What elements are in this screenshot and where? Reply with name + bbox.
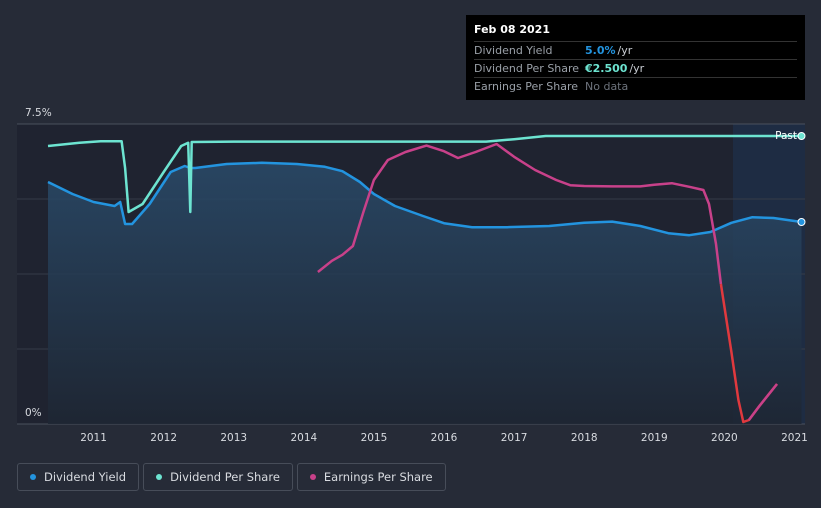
tooltip-row-earnings-per-share: Earnings Per Share No data xyxy=(474,78,797,95)
x-tick-label: 2014 xyxy=(290,432,317,444)
x-tick-label: 2018 xyxy=(571,432,598,444)
tooltip-label: Dividend Yield xyxy=(474,44,553,57)
dividend-yield-line xyxy=(47,161,802,237)
x-tick-label: 2015 xyxy=(361,432,388,444)
dividend-per-share-line xyxy=(47,134,802,214)
y-tick-label-bottom: 0% xyxy=(25,407,42,419)
y-tick-label-top: 7.5% xyxy=(25,107,52,119)
chart-legend: Dividend Yield Dividend Per Share Earnin… xyxy=(17,463,446,491)
tooltip-label: Dividend Per Share xyxy=(474,62,580,75)
x-tick-label: 2019 xyxy=(641,432,668,444)
data-tooltip: Feb 08 2021 Dividend Yield 5.0% /yr Divi… xyxy=(466,15,805,100)
x-tick-label: 2011 xyxy=(80,432,107,444)
legend-dot-icon xyxy=(309,474,316,480)
x-tick-label: 2016 xyxy=(431,432,458,444)
tooltip-value: €2.500 xyxy=(585,62,628,75)
tooltip-unit: /yr xyxy=(617,44,633,57)
legend-label: Dividend Yield xyxy=(44,470,127,484)
dividend-yield-end-dot xyxy=(797,218,806,226)
legend-dot-icon xyxy=(30,474,36,480)
legend-label: Dividend Per Share xyxy=(170,470,280,484)
dividend-yield-area xyxy=(48,162,802,425)
earnings-per-share-line xyxy=(317,142,723,285)
tooltip-row-dividend-yield: Dividend Yield 5.0% /yr xyxy=(474,42,797,60)
x-tick-label: 2012 xyxy=(150,432,177,444)
x-tick-label: 2021 xyxy=(781,432,808,444)
legend-label: Earnings Per Share xyxy=(323,470,433,484)
x-tick-label: 2020 xyxy=(711,432,738,444)
tooltip-unit: /yr xyxy=(629,62,645,75)
legend-dividend-yield[interactable]: Dividend Yield xyxy=(17,463,140,491)
tooltip-date: Feb 08 2021 xyxy=(474,23,797,42)
tooltip-label: Earnings Per Share xyxy=(474,80,579,93)
tooltip-row-dividend-per-share: Dividend Per Share €2.500 /yr xyxy=(474,60,797,78)
legend-dot-icon xyxy=(156,474,163,480)
x-tick-label: 2017 xyxy=(501,432,528,444)
legend-earnings-per-share[interactable]: Earnings Per Share xyxy=(296,463,446,491)
tooltip-value: No data xyxy=(585,80,629,93)
earnings-per-share-recovery-line xyxy=(747,383,778,421)
legend-dividend-per-share[interactable]: Dividend Per Share xyxy=(143,463,293,491)
past-label: Past xyxy=(775,130,797,142)
x-tick-label: 2013 xyxy=(220,432,247,444)
tooltip-value: 5.0% xyxy=(585,44,616,57)
dividend-per-share-end-dot xyxy=(797,132,806,140)
